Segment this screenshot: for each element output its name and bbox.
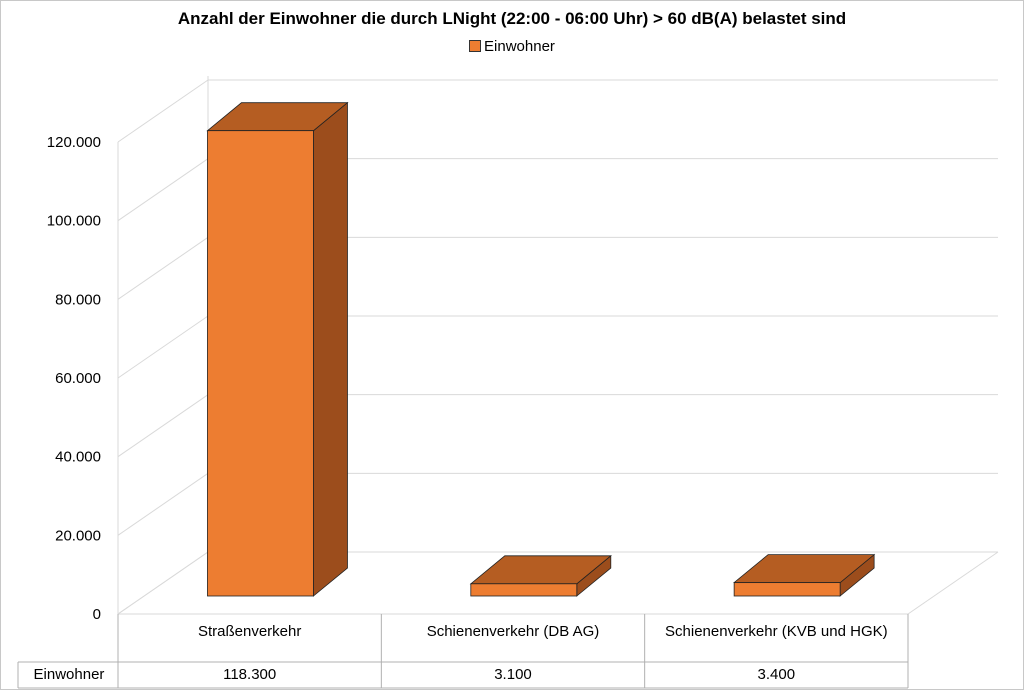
gridline-diagonal: [117, 394, 209, 458]
bar-side: [313, 101, 348, 597]
y-tick-label: 80.000: [55, 291, 101, 308]
gridline-diagonal: [117, 158, 209, 222]
chart-title: Anzahl der Einwohner die durch LNight (2…: [177, 9, 847, 28]
category-label: Straßenverkehr: [197, 623, 302, 640]
bar: [470, 583, 578, 597]
legend: Einwohner: [0, 38, 1024, 55]
floor-right-edge: [907, 551, 999, 615]
y-tick-label: 60.000: [55, 370, 101, 387]
bar: [733, 582, 841, 597]
table-value: 118.300: [223, 666, 277, 683]
y-tick-label: 40.000: [55, 449, 101, 466]
gridline-diagonal: [117, 79, 209, 143]
table-value: 3.100: [494, 666, 532, 683]
y-tick-label: 120.000: [47, 134, 101, 151]
category-label: Schienenverkehr (KVB und HGK): [665, 623, 888, 640]
gridline-diagonal: [117, 236, 209, 300]
category-label: Schienenverkehr (DB AG): [426, 623, 600, 640]
legend-label: Einwohner: [484, 38, 555, 55]
y-tick-label: 0: [93, 606, 101, 623]
y-tick-label: 100.000: [47, 213, 101, 230]
gridline-diagonal: [117, 315, 209, 379]
y-tick-label: 20.000: [55, 527, 101, 544]
bar: [207, 130, 314, 597]
legend-swatch: [469, 40, 482, 53]
floor-left-edge: [117, 551, 209, 615]
table-value: 3.400: [757, 666, 796, 683]
gridline-diagonal: [117, 472, 209, 536]
table-row-label: Einwohner: [33, 666, 105, 683]
